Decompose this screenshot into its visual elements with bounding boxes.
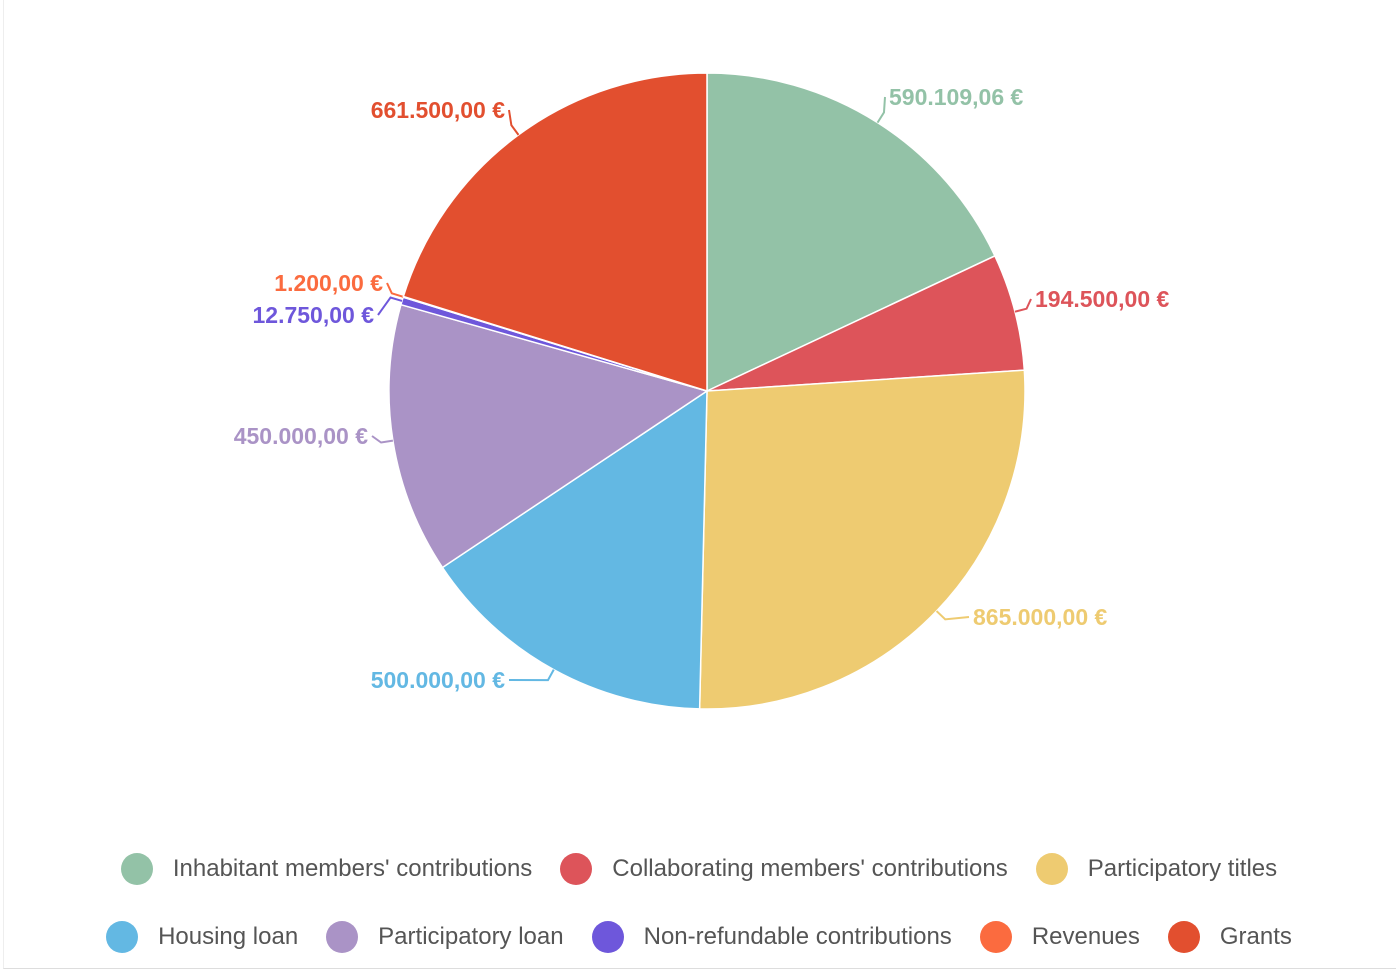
legend-marker-icon [106, 921, 139, 953]
pie-slice[interactable] [698, 369, 1026, 710]
leader-line [508, 669, 555, 682]
legend-label: Non-refundable contributions [643, 923, 952, 950]
legend: Inhabitant members' contributions Collabo… [0, 835, 1398, 971]
leader-line [371, 435, 394, 444]
legend-item[interactable]: Non-refundable contributions [591, 921, 952, 953]
legend-row: Inhabitant members' contributions Collabo… [0, 835, 1398, 903]
legend-item[interactable]: Participatory loan [326, 921, 564, 953]
pie-slice[interactable] [388, 303, 709, 569]
pie-chart: 590.109,06 € 194.500,00 € 865.000,00 € 500.… [234, 72, 1170, 710]
pie-slice[interactable] [706, 72, 996, 393]
legend-item[interactable]: Participatory titles [1035, 853, 1278, 885]
leader-line [935, 610, 970, 621]
legend-label: Collaborating members' contributions [612, 855, 1008, 882]
data-label: 1.200,00 € [274, 270, 383, 296]
legend-marker-icon [979, 921, 1012, 953]
data-label: 500.000,00 € [371, 667, 506, 693]
legend-label: Inhabitant members' contributions [172, 855, 533, 882]
pie-slice[interactable] [441, 389, 708, 710]
data-label: 12.750,00 € [252, 302, 374, 328]
legend-item[interactable]: Grants [1167, 921, 1292, 953]
legend-label: Participatory titles [1087, 855, 1278, 882]
data-label: 661.500,00 € [371, 97, 506, 123]
legend-marker-icon [1167, 921, 1200, 953]
leader-line [1014, 298, 1032, 313]
legend-item[interactable]: Collaborating members' contributions [560, 853, 1008, 885]
legend-item[interactable]: Inhabitant members' contributions [120, 853, 533, 885]
legend-label: Participatory loan [378, 923, 564, 950]
legend-marker-icon [1035, 853, 1068, 885]
leader-line [508, 109, 520, 136]
data-label: 865.000,00 € [973, 604, 1108, 630]
legend-item[interactable]: Housing loan [106, 921, 298, 953]
leader-line [377, 296, 403, 316]
legend-marker-icon [120, 853, 153, 885]
legend-item[interactable]: Revenues [979, 921, 1140, 953]
legend-label: Revenues [1031, 923, 1140, 950]
legend-marker-icon [560, 853, 593, 885]
legend-label: Grants [1219, 923, 1292, 950]
data-label: 450.000,00 € [234, 423, 369, 449]
legend-row: Housing loan Participatory loan Non-refund… [0, 903, 1398, 971]
legend-label: Housing loan [158, 923, 299, 950]
leader-line [876, 96, 886, 124]
legend-marker-icon [326, 921, 359, 953]
data-label: 590.109,06 € [889, 84, 1024, 110]
leader-line [386, 282, 404, 298]
legend-marker-icon [591, 921, 624, 953]
data-label: 194.500,00 € [1035, 286, 1170, 312]
chart-frame [3, 0, 1396, 969]
